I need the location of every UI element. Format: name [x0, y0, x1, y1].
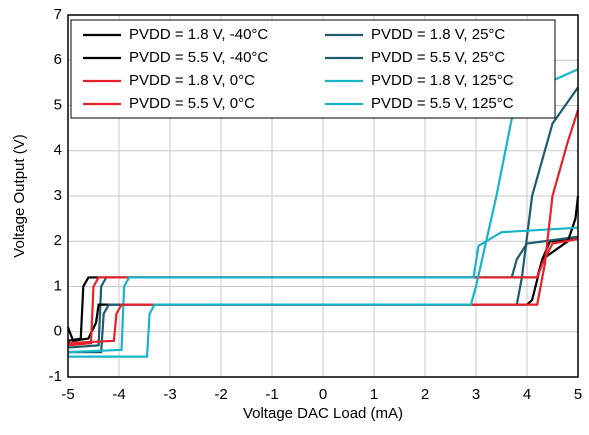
x-tick-label: 0 [319, 386, 327, 403]
x-tick-label: 3 [472, 386, 480, 403]
x-tick-label: -4 [112, 386, 125, 403]
y-tick-label: 7 [54, 6, 62, 23]
data-line [67, 109, 580, 345]
legend-label: PVDD = 5.5 V, 125°C [371, 95, 514, 112]
y-axis-label: Voltage Output (V) [11, 134, 28, 257]
x-tick-label: -2 [214, 386, 227, 403]
x-tick-label: -3 [163, 386, 176, 403]
y-tick-label: 1 [54, 277, 62, 294]
x-tick-label: 4 [523, 386, 531, 403]
x-tick-label: 5 [574, 386, 582, 403]
x-tick-label: 2 [421, 386, 429, 403]
legend-label: PVDD = 5.5 V, -40°C [129, 49, 268, 66]
legend-label: PVDD = 1.8 V, -40°C [129, 26, 268, 43]
x-tick-label: 1 [370, 386, 378, 403]
y-tick-label: 6 [54, 51, 62, 68]
x-tick-label: -5 [61, 386, 74, 403]
y-tick-label: -1 [49, 368, 62, 385]
data-line [67, 226, 579, 354]
y-tick-label: 4 [54, 142, 62, 159]
legend-box [70, 19, 556, 119]
y-tick-label: 5 [54, 96, 62, 113]
legend-label: PVDD = 1.8 V, 125°C [371, 72, 514, 89]
plot-frame [67, 14, 579, 378]
legend-label: PVDD = 1.8 V, 0°C [129, 72, 255, 89]
y-tick-label: 2 [54, 232, 62, 249]
x-tick-label: -1 [265, 386, 278, 403]
legend-label: PVDD = 1.8 V, 25°C [371, 26, 505, 43]
x-axis-label: Voltage DAC Load (mA) [243, 405, 403, 422]
legend-label: PVDD = 5.5 V, 0°C [129, 95, 255, 112]
y-tick-label: 3 [54, 187, 62, 204]
y-tick-label: 0 [54, 323, 62, 340]
legend-label: PVDD = 5.5 V, 25°C [371, 49, 505, 66]
